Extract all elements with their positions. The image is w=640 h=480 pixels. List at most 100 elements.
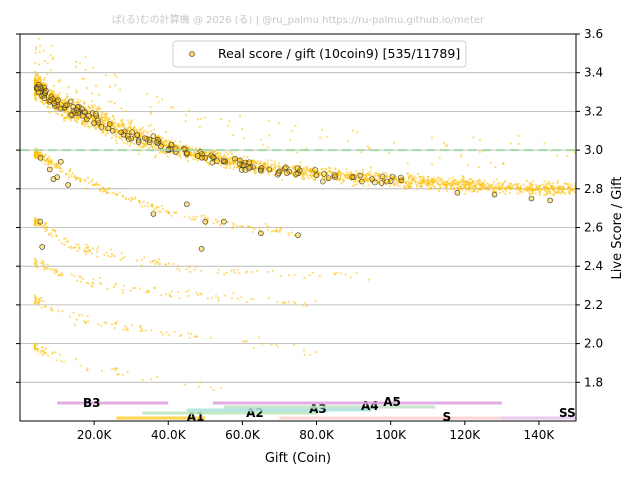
scatter-point: [69, 167, 72, 171]
scatter-point: [406, 184, 409, 187]
x-tick-label: 20.0K: [77, 428, 113, 442]
scatter-point: [73, 323, 76, 326]
scatter-point: [516, 192, 519, 195]
highlighted-point: [43, 88, 49, 94]
scatter-point: [225, 156, 228, 159]
scatter-point: [80, 122, 83, 125]
highlighted-point: [321, 171, 327, 177]
scatter-point: [123, 126, 127, 129]
scatter-point: [433, 179, 437, 182]
highlighted-point: [350, 174, 357, 180]
scatter-point: [505, 186, 508, 189]
scatter-point: [106, 126, 109, 129]
scatter-point: [130, 199, 133, 203]
scatter-point: [49, 160, 52, 163]
scatter-point: [74, 176, 77, 179]
scatter-point: [470, 182, 473, 185]
scatter-point: [177, 145, 180, 148]
scatter-point: [470, 190, 473, 193]
scatter-point: [263, 169, 267, 172]
scatter-point: [355, 183, 358, 186]
scatter-point: [491, 186, 495, 189]
scatter-point: [305, 304, 308, 308]
highlighted-point: [182, 146, 188, 153]
scatter-point: [276, 345, 279, 348]
scatter-point: [144, 329, 147, 332]
highlighted-point: [70, 104, 76, 110]
scatter-point: [556, 181, 559, 184]
scatter-point: [92, 183, 95, 186]
scatter-point: [267, 146, 270, 149]
scatter-point: [126, 127, 130, 130]
scatter-point: [66, 93, 69, 96]
scatter-point: [42, 268, 45, 271]
scatter-point: [430, 187, 433, 190]
scatter-point: [44, 266, 47, 269]
scatter-point: [115, 125, 118, 128]
scatter-point: [36, 350, 39, 353]
highlighted-point: [357, 172, 364, 179]
scatter-point: [48, 157, 51, 160]
highlighted-point: [332, 174, 338, 180]
highlighted-point: [379, 173, 386, 180]
scatter-point: [104, 74, 107, 77]
scatter-point: [184, 383, 187, 386]
scatter-point: [59, 165, 62, 168]
scatter-point: [267, 168, 270, 171]
scatter-point: [119, 88, 122, 91]
scatter-point: [441, 178, 444, 181]
scatter-point: [37, 91, 40, 94]
scatter-point: [525, 189, 528, 192]
scatter-point: [364, 177, 367, 180]
scatter-point: [472, 136, 475, 139]
scatter-point: [262, 172, 265, 175]
scatter-point: [413, 175, 416, 178]
scatter-point: [475, 183, 478, 186]
scatter-point: [287, 232, 290, 235]
scatter-point: [43, 163, 47, 166]
scatter-point: [154, 154, 158, 157]
scatter-point: [97, 105, 100, 108]
scatter-point: [444, 144, 447, 147]
scatter-point: [34, 46, 38, 49]
scatter-point: [283, 301, 286, 304]
scatter-point: [207, 161, 210, 165]
scatter-point: [374, 172, 377, 175]
highlighted-point: [209, 159, 216, 166]
highlighted-point: [237, 157, 243, 164]
scatter-point: [145, 145, 148, 148]
highlighted-point: [37, 218, 44, 225]
scatter-point: [160, 294, 163, 297]
scatter-point: [157, 210, 160, 213]
scatter-point: [34, 95, 38, 98]
scatter-point: [173, 144, 177, 147]
scatter-point: [264, 165, 267, 168]
scatter-point: [141, 205, 144, 208]
scatter-point: [45, 347, 48, 350]
scatter-point: [393, 177, 396, 181]
scatter-point: [351, 176, 354, 179]
scatter-point: [127, 122, 130, 125]
scatter-point: [450, 185, 453, 188]
scatter-point: [92, 117, 95, 120]
scatter-point: [141, 258, 144, 261]
y-tick-label: 2.2: [584, 298, 603, 312]
scatter-point: [553, 186, 556, 189]
scatter-point: [423, 179, 426, 182]
scatter-point: [187, 331, 190, 334]
scatter-point: [440, 182, 444, 185]
scatter-point: [55, 166, 58, 169]
highlighted-point: [313, 172, 320, 179]
scatter-point: [200, 293, 203, 296]
scatter-point: [252, 346, 256, 349]
scatter-point: [484, 188, 487, 191]
scatter-point: [356, 176, 359, 179]
scatter-point: [58, 353, 61, 356]
scatter-point: [34, 61, 37, 65]
scatter-point: [346, 140, 350, 143]
scatter-point: [227, 153, 230, 156]
scatter-point: [515, 187, 518, 191]
scatter-point: [41, 265, 44, 268]
scatter-point: [193, 335, 197, 338]
scatter-point: [472, 185, 475, 188]
